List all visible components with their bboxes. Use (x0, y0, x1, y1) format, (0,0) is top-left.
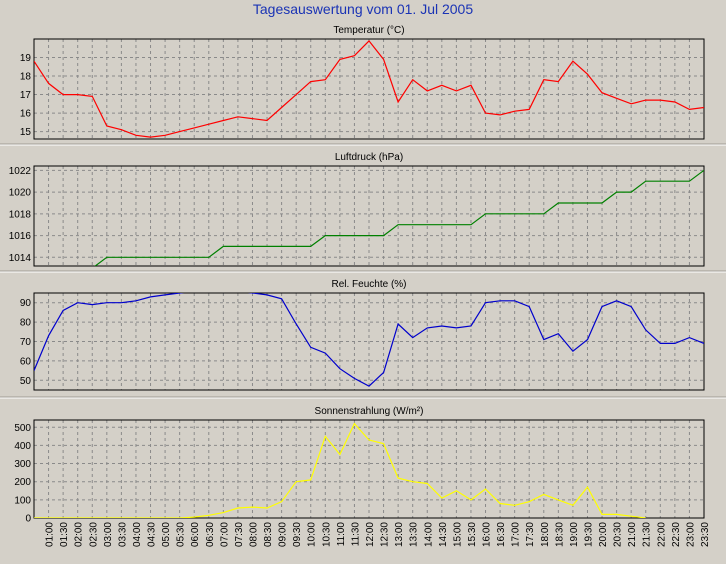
x-tick-label: 09:30 (292, 522, 303, 547)
y-tick-label: 300 (14, 459, 31, 470)
series-line-1 (34, 39, 704, 138)
x-tick-label: 21:30 (642, 522, 653, 547)
x-tick-label: 19:00 (569, 522, 580, 547)
x-tick-label: 20:30 (613, 522, 624, 547)
x-tick-label: 03:00 (103, 522, 114, 547)
series-line-4 (34, 422, 646, 518)
plot-frame (33, 419, 705, 519)
y-tick-label: 18 (20, 72, 32, 83)
y-tick-label: 200 (14, 477, 31, 488)
y-tick-label: 70 (20, 337, 32, 348)
x-tick-label: 18:00 (540, 522, 551, 547)
y-tick-label: 16 (20, 109, 32, 120)
x-tick-label: 21:00 (627, 522, 638, 547)
x-tick-label: 14:30 (438, 522, 449, 547)
x-tick-label: 10:30 (321, 522, 332, 547)
y-tick-label: 1014 (9, 253, 32, 264)
x-tick-label: 04:00 (132, 522, 143, 547)
y-tick-label: 90 (20, 298, 32, 309)
y-tick-label: 1022 (9, 166, 32, 177)
x-tick-label: 05:30 (176, 522, 187, 547)
x-tick-label: 08:00 (248, 522, 259, 547)
x-tick-label: 10:00 (307, 522, 318, 547)
x-tick-label: 07:00 (219, 522, 230, 547)
x-tick-label: 19:30 (583, 522, 594, 547)
x-tick-label: 11:30 (350, 522, 361, 547)
y-tick-label: 500 (14, 423, 31, 434)
x-tick-label: 09:00 (278, 522, 289, 547)
x-tick-label: 18:30 (554, 522, 565, 547)
x-tick-label: 17:30 (525, 522, 536, 547)
x-tick-label: 20:00 (598, 522, 609, 547)
x-tick-label: 17:00 (511, 522, 522, 547)
y-tick-label: 1020 (9, 188, 32, 199)
x-tick-label: 08:30 (263, 522, 274, 547)
plot-frame (33, 38, 705, 140)
x-tick-label: 01:30 (59, 522, 70, 547)
x-tick-label: 04:30 (147, 522, 158, 547)
y-tick-label: 0 (25, 514, 31, 525)
y-tick-label: 1016 (9, 231, 32, 242)
x-tick-label: 15:30 (467, 522, 478, 547)
plot-frame (33, 292, 705, 391)
x-tick-label: 16:00 (482, 522, 493, 547)
y-tick-label: 19 (20, 53, 32, 64)
panel-title-2: Luftdruck (hPa) (335, 152, 403, 163)
x-tick-label: 12:30 (380, 522, 391, 547)
y-tick-label: 80 (20, 318, 32, 329)
page-title: Tagesauswertung vom 01. Jul 2005 (252, 1, 474, 17)
panel-title-4: Sonnenstrahlung (W/m²) (315, 406, 424, 417)
x-tick-label: 06:30 (205, 522, 216, 547)
panel-title-3: Rel. Feuchte (%) (331, 279, 406, 290)
y-tick-label: 100 (14, 495, 31, 506)
y-tick-label: 17 (20, 90, 32, 101)
panel-title-1: Temperatur (°C) (333, 25, 404, 36)
x-tick-label: 23:00 (685, 522, 696, 547)
series-line-2 (94, 169, 704, 266)
x-tick-label: 16:30 (496, 522, 507, 547)
x-tick-label: 07:30 (234, 522, 245, 547)
x-tick-label: 03:30 (117, 522, 128, 547)
x-tick-label: 01:00 (45, 522, 56, 547)
x-tick-label: 13:00 (394, 522, 405, 547)
x-tick-label: 06:00 (190, 522, 201, 547)
x-tick-label: 15:00 (452, 522, 463, 547)
y-tick-label: 1018 (9, 209, 32, 220)
y-tick-label: 400 (14, 441, 31, 452)
x-tick-label: 12:00 (365, 522, 376, 547)
x-tick-label: 22:30 (671, 522, 682, 547)
x-tick-label: 13:30 (409, 522, 420, 547)
series-line-3 (34, 293, 704, 387)
x-tick-label: 11:00 (336, 522, 347, 547)
y-tick-label: 60 (20, 356, 32, 367)
x-tick-label: 14:00 (423, 522, 434, 547)
x-tick-label: 02:30 (88, 522, 99, 547)
x-tick-label: 22:00 (656, 522, 667, 547)
x-tick-label: 05:00 (161, 522, 172, 547)
x-tick-label: 02:00 (74, 522, 85, 547)
plot-frame (33, 165, 705, 267)
y-tick-label: 50 (20, 376, 32, 387)
y-tick-label: 15 (20, 127, 32, 138)
x-tick-label: 23:30 (700, 522, 711, 547)
